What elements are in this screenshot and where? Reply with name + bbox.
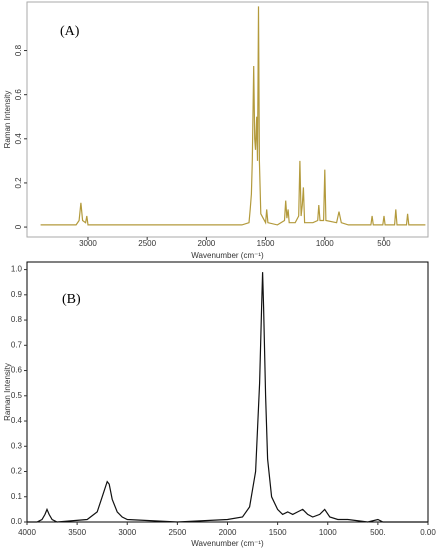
x-tick-label: 3000	[79, 239, 97, 248]
x-tick-label: 500	[377, 239, 391, 248]
x-tick-label: 1500	[269, 528, 287, 537]
x-tick-label: 1000	[316, 239, 334, 248]
y-tick-label: 0	[14, 224, 23, 229]
y-tick-label: 0.2	[14, 177, 23, 189]
x-tick-label: 3000	[118, 528, 136, 537]
y-tick-label: 0.6	[14, 89, 23, 101]
y-tick-label: 0.8	[11, 315, 23, 324]
y-tick-label: 0.8	[14, 44, 23, 56]
y-tick-label: 0.9	[11, 290, 23, 299]
y-tick-label: 0.4	[11, 416, 23, 425]
x-axis-label: Wavenumber (cm⁻¹)	[191, 539, 264, 548]
spectrum-line	[40, 6, 426, 226]
x-tick-label: 1500	[257, 239, 275, 248]
y-tick-label: 0.0	[11, 517, 23, 526]
plot-frame	[26, 261, 429, 523]
x-tick-label: 2500	[168, 528, 186, 537]
y-tick-label: 1.0	[11, 265, 23, 274]
y-tick-label: 0.4	[14, 133, 23, 145]
x-tick-label: 4000	[18, 528, 36, 537]
x-axis-label: Wavenumber (cm⁻¹)	[191, 251, 264, 260]
y-tick-label: 0.5	[11, 391, 23, 400]
panel-label: (B)	[62, 292, 81, 307]
x-tick-label: 2000	[197, 239, 215, 248]
y-tick-label: 0.2	[11, 467, 23, 476]
y-tick-label: 0.6	[11, 366, 23, 375]
plot-frame	[26, 1, 429, 238]
x-tick-label: 2000	[219, 528, 237, 537]
panel-label: (A)	[60, 24, 80, 39]
y-axis-label: Raman Intensity	[3, 91, 12, 149]
spectrum-line	[27, 272, 428, 523]
x-tick-label: 1000	[319, 528, 337, 537]
y-tick-label: 0.3	[11, 441, 23, 450]
y-tick-label: 0.7	[11, 340, 23, 349]
x-tick-label: 500.	[370, 528, 386, 537]
x-tick-label: 2500	[138, 239, 156, 248]
x-tick-label: 0.00	[420, 528, 436, 537]
y-axis-label: Raman Intensity	[3, 363, 12, 421]
y-tick-label: 0.1	[11, 492, 23, 501]
x-tick-label: 3500	[68, 528, 86, 537]
